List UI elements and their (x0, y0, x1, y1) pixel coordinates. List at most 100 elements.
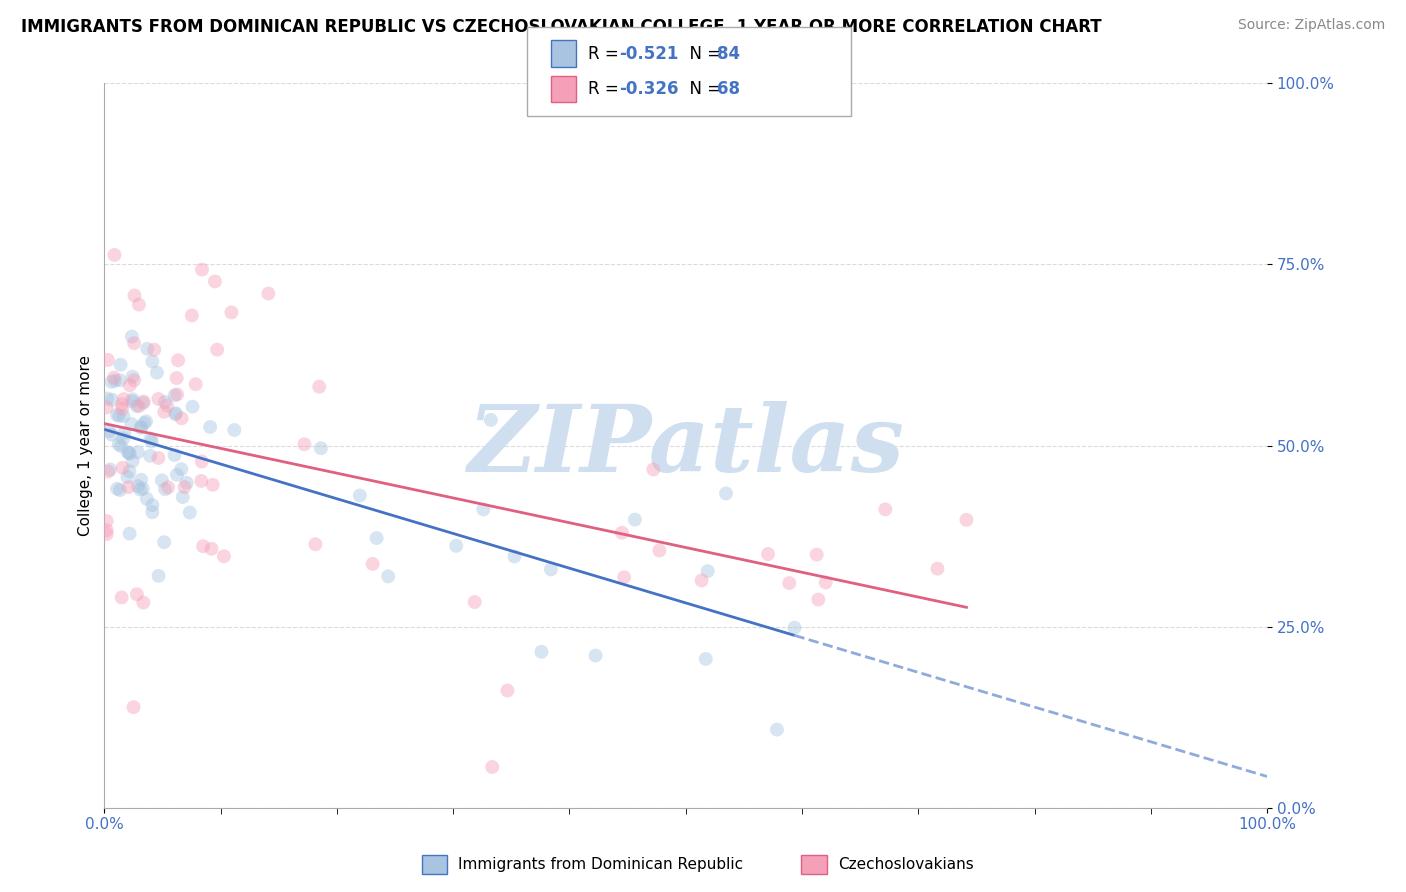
Point (141, 354, 163, 368)
Point (503, 549, 526, 564)
Point (308, 380, 330, 394)
Point (121, 454, 143, 468)
Point (153, 395, 176, 409)
Point (366, 531, 388, 545)
Point (150, 474, 173, 488)
Point (122, 700, 145, 714)
Text: Immigrants from Dominican Republic: Immigrants from Dominican Republic (458, 857, 744, 871)
Point (157, 480, 180, 494)
Point (108, 373, 131, 387)
Point (444, 539, 467, 553)
Point (613, 570, 636, 584)
Point (111, 401, 134, 416)
Point (96, 527, 118, 541)
Point (128, 399, 150, 413)
Point (112, 425, 135, 440)
Point (624, 513, 647, 527)
Point (814, 575, 837, 590)
Point (121, 329, 143, 343)
Point (121, 369, 143, 384)
Point (121, 394, 143, 409)
Point (129, 421, 152, 435)
Point (643, 462, 665, 476)
Point (714, 486, 737, 500)
Point (110, 439, 132, 453)
Point (166, 467, 188, 482)
Point (648, 543, 671, 558)
Point (167, 353, 190, 368)
Text: 84: 84 (717, 45, 740, 62)
Point (117, 445, 139, 459)
Point (112, 392, 135, 406)
Point (124, 288, 146, 302)
Point (121, 392, 143, 407)
Point (696, 564, 718, 578)
Point (97, 465, 120, 479)
Point (690, 574, 713, 588)
Point (105, 482, 128, 496)
Point (118, 446, 141, 460)
Text: -0.521: -0.521 (619, 45, 678, 62)
Point (125, 587, 148, 601)
Text: R =: R = (588, 45, 624, 62)
Point (129, 420, 152, 434)
Point (166, 387, 188, 401)
Point (806, 548, 828, 562)
Point (585, 648, 607, 663)
Point (118, 464, 141, 478)
Point (118, 526, 141, 541)
Point (108, 483, 131, 497)
Point (783, 621, 806, 635)
Point (111, 591, 134, 605)
Point (309, 441, 332, 455)
Text: Czechoslovakians: Czechoslovakians (838, 857, 974, 871)
Text: IMMIGRANTS FROM DOMINICAN REPUBLIC VS CZECHOSLOVAKIAN COLLEGE, 1 YEAR OR MORE CO: IMMIGRANTS FROM DOMINICAN REPUBLIC VS CZ… (21, 18, 1102, 36)
Point (104, 374, 127, 388)
Point (224, 423, 246, 437)
Point (132, 394, 155, 409)
Point (141, 434, 163, 449)
Point (146, 366, 169, 380)
Point (103, 370, 125, 384)
Point (204, 275, 226, 289)
Point (105, 408, 128, 422)
Point (205, 343, 228, 357)
Point (172, 490, 194, 504)
Point (135, 491, 157, 506)
Point (136, 342, 159, 356)
Point (101, 427, 124, 442)
Point (156, 399, 179, 413)
Point (98, 462, 121, 476)
Point (212, 549, 235, 564)
Point (118, 378, 141, 392)
Point (176, 475, 198, 490)
Text: -0.326: -0.326 (619, 80, 678, 98)
Point (96, 523, 118, 537)
Point (153, 483, 176, 497)
Point (101, 392, 124, 407)
Point (184, 377, 207, 392)
Point (110, 358, 132, 372)
Point (96, 392, 118, 406)
Point (377, 569, 399, 583)
Point (117, 470, 139, 484)
Point (180, 309, 202, 323)
Point (165, 407, 187, 421)
Text: ZIPatlas: ZIPatlas (467, 401, 904, 491)
Point (107, 437, 129, 451)
Point (173, 480, 195, 494)
Point (191, 539, 214, 553)
Point (200, 541, 222, 556)
Point (128, 297, 150, 311)
Point (292, 437, 315, 451)
Point (170, 462, 193, 476)
Point (108, 409, 131, 423)
Point (472, 502, 495, 516)
Point (134, 416, 156, 430)
Point (766, 723, 789, 737)
Point (122, 336, 145, 351)
Point (479, 413, 502, 427)
Y-axis label: College, 1 year or more: College, 1 year or more (79, 355, 93, 536)
Point (955, 513, 977, 527)
Point (143, 343, 166, 357)
